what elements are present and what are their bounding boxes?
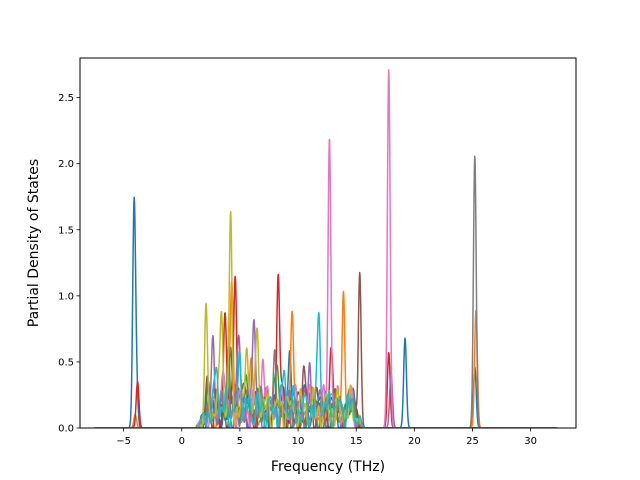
y-tick-label: 0.5	[58, 357, 74, 368]
series-line	[94, 211, 558, 428]
x-tick-label: 10	[292, 436, 305, 447]
x-tick-label: 25	[466, 436, 479, 447]
x-tick-label: 20	[408, 436, 421, 447]
x-tick-label: 15	[350, 436, 363, 447]
y-tick-label: 0.0	[58, 424, 74, 435]
y-tick-label: 2.5	[58, 93, 74, 104]
plot-frame	[79, 57, 577, 429]
y-tick-label: 1.0	[58, 291, 74, 302]
series-line	[94, 311, 558, 428]
x-tick-label: 5	[237, 436, 243, 447]
x-tick-label: 30	[524, 436, 537, 447]
y-tick-label: 2.0	[58, 159, 74, 170]
x-tick-label: 0	[179, 436, 185, 447]
x-axis-label: Frequency (THz)	[271, 459, 385, 475]
y-tick-label: 1.5	[58, 225, 74, 236]
x-axis-ticks: −5 0 5 10 15 20 25 30	[116, 428, 537, 447]
y-axis-label: Partial Density of States	[26, 159, 42, 327]
y-axis-ticks: 0.0 0.5 1.0 1.5 2.0 2.5	[58, 93, 80, 435]
x-tick-label: −5	[116, 436, 131, 447]
series-line	[94, 273, 558, 428]
